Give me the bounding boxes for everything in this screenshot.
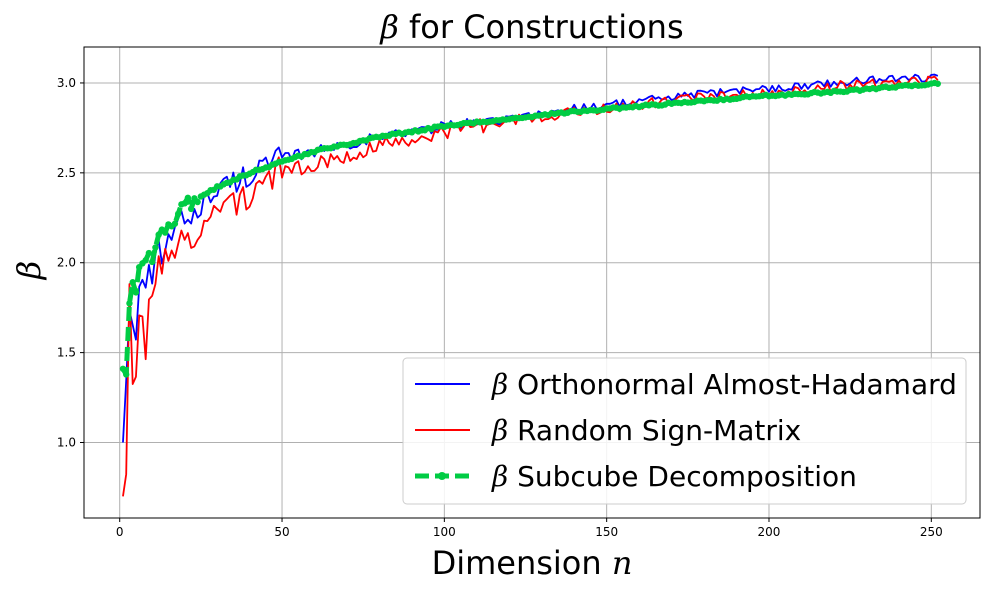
x-tick-label: 250 [920, 525, 943, 539]
x-axis-label-text: Dimension [432, 544, 612, 582]
x-tick-label: 150 [595, 525, 618, 539]
x-axis-label-var: n [612, 544, 633, 582]
series-layer [119, 73, 941, 497]
series-point [161, 229, 169, 236]
y-tick-label: 1.0 [57, 435, 76, 449]
legend-label-orthonormal: Orthonormal Almost-Hadamard [517, 368, 957, 401]
plot-frame [83, 46, 981, 519]
x-tick-label: 0 [116, 525, 124, 539]
x-axis-label: Dimension n [432, 544, 633, 582]
y-tick-label: 1.5 [57, 346, 76, 360]
title-symbol: β [379, 8, 399, 46]
legend-box [402, 357, 967, 505]
y-tick-label: 2.0 [57, 256, 76, 270]
legend-symbol-orthonormal: β [491, 368, 508, 401]
series-point [129, 279, 136, 286]
series-point [126, 300, 133, 307]
legend-marker-subcube [438, 472, 446, 480]
y-axis-label: β [10, 261, 48, 281]
ticks: 0 50 100 150 200 250 1.0 1.5 2.0 2.5 3.0 [57, 76, 943, 539]
x-tick-label: 200 [758, 525, 781, 539]
series-point [145, 249, 153, 257]
series-point [184, 194, 192, 202]
series-point [142, 257, 149, 264]
series-point [119, 365, 127, 372]
series-point [174, 210, 182, 218]
series-markers-subcube-decomposition [119, 79, 941, 378]
title-text: for Constructions [399, 8, 684, 46]
series-point [123, 371, 130, 378]
x-tick-label: 100 [433, 525, 456, 539]
series-point [181, 200, 188, 207]
legend-entry-subcube: β Subcube Decomposition [491, 460, 857, 493]
legend-entry-orthonormal: β Orthonormal Almost-Hadamard [491, 368, 957, 401]
legend-symbol-subcube: β [491, 460, 508, 493]
x-tick-label: 50 [274, 525, 289, 539]
legend-label-random: Random Sign-Matrix [517, 414, 801, 447]
series-point [148, 258, 156, 266]
series-point [155, 231, 162, 238]
series-point [132, 289, 140, 296]
legend: β Orthonormal Almost-Hadamard β Random S… [402, 357, 967, 505]
series-point [194, 198, 201, 206]
legend-label-subcube: Subcube Decomposition [517, 460, 857, 493]
y-tick-label: 2.5 [57, 166, 76, 180]
series-point [171, 220, 179, 227]
series-point [934, 80, 941, 87]
series-point [152, 244, 159, 251]
legend-entry-random: β Random Sign-Matrix [491, 414, 801, 447]
chart-title: β for Constructions [379, 8, 683, 46]
legend-symbol-random: β [491, 414, 508, 447]
y-tick-label: 3.0 [57, 76, 76, 90]
series-point [187, 205, 195, 213]
